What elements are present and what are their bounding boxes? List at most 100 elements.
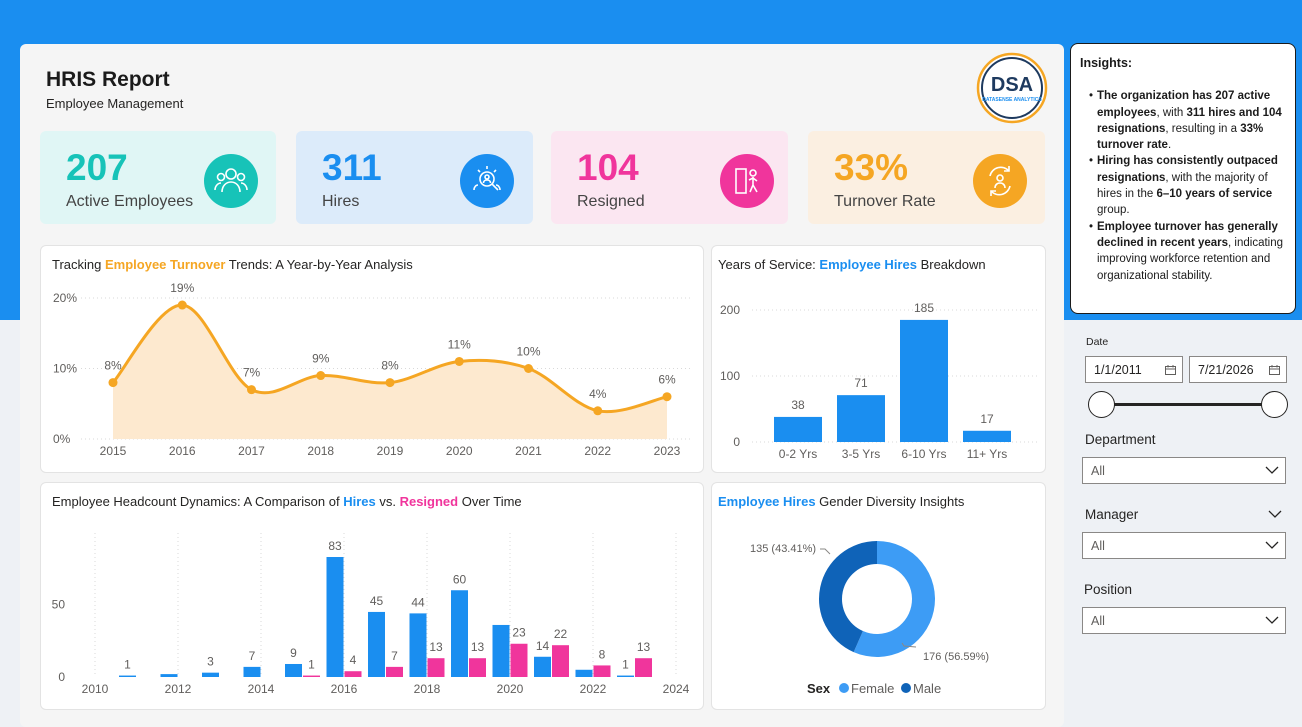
kpi-card-active-employees: 207 Active Employees: [40, 131, 276, 224]
turnover-data-label: 8%: [381, 359, 399, 373]
y-tick-label: 20%: [53, 291, 77, 305]
turnover-data-label: 10%: [516, 345, 540, 359]
x-tick-label: 2019: [377, 444, 404, 458]
hires-bar: [409, 613, 427, 677]
position-dropdown[interactable]: All: [1082, 607, 1286, 634]
calendar-icon[interactable]: [1165, 365, 1176, 375]
resigned-data-label: 4: [350, 653, 357, 667]
department-dropdown[interactable]: All: [1082, 457, 1286, 484]
date-start-input[interactable]: 1/1/2011: [1085, 356, 1183, 383]
exit-door-icon: [720, 154, 774, 208]
insight-item: The organization has 207 active employee…: [1089, 88, 1287, 153]
hires-bar: [285, 663, 302, 677]
legend-label-female: Female: [851, 681, 894, 696]
resigned-bar: [635, 658, 652, 677]
female-slice: [853, 541, 935, 657]
x-tick-label: 2022: [580, 682, 607, 696]
turnover-data-label: 8%: [104, 359, 122, 373]
resigned-bar: [386, 666, 403, 677]
resigned-bar: [427, 658, 445, 677]
kpi-card-hires: 311 Hires: [296, 131, 533, 224]
female-data-label: 176 (56.59%): [923, 651, 989, 663]
x-tick-label: 2016: [331, 682, 358, 696]
service-bar: [774, 416, 822, 442]
resigned-bar: [593, 665, 611, 677]
resigned-data-label: 1: [308, 658, 315, 672]
service-bar: [900, 319, 948, 442]
legend-marker-male: [901, 683, 911, 693]
date-filter-label: Date: [1086, 336, 1109, 348]
gender-donut-chart: 176 (56.59%) 135 (43.41%) Sex Female Male: [750, 541, 989, 696]
kpi-label: Turnover Rate: [834, 193, 936, 210]
manager-filter-label: Manager: [1085, 507, 1139, 522]
turnover-data-label: 6%: [658, 373, 676, 387]
date-range-end-handle[interactable]: [1261, 391, 1288, 418]
legend-title: Sex: [807, 681, 831, 696]
turnover-cycle-icon: [973, 154, 1027, 208]
kpi-label: Active Employees: [66, 193, 194, 210]
x-tick-label: 3-5 Yrs: [842, 447, 880, 461]
resigned-data-label: 13: [429, 640, 443, 654]
resigned-data-label: 8: [599, 647, 606, 661]
x-tick-label: 2018: [307, 444, 334, 458]
service-data-label: 71: [854, 376, 868, 390]
logo-text: DSA: [991, 74, 1033, 96]
x-tick-label: 2023: [654, 444, 681, 458]
team-icon: [204, 154, 258, 208]
hires-bar: [492, 624, 510, 677]
insight-item: Employee turnover has generally declined…: [1089, 219, 1287, 284]
kpi-value: 207: [66, 147, 128, 188]
hires-data-label: 14: [536, 639, 550, 653]
x-tick-label: 2010: [82, 682, 109, 696]
turnover-data-label: 4%: [589, 387, 607, 401]
calendar-icon[interactable]: [1269, 365, 1280, 375]
y-tick-label: 0: [58, 670, 65, 684]
hires-data-label: 9: [290, 646, 297, 660]
hires-data-label: 83: [328, 539, 342, 553]
years-of-service-title: Years of Service: Employee Hires Breakdo…: [718, 257, 986, 272]
y-tick-label: 0: [733, 435, 740, 449]
headcount-panel: Employee Headcount Dynamics: A Compariso…: [40, 482, 704, 710]
turnover-data-label: 19%: [170, 281, 194, 295]
x-tick-label: 2024: [663, 682, 690, 696]
hires-data-label: 45: [370, 594, 384, 608]
y-tick-label: 50: [52, 598, 66, 612]
kpi-label: Resigned: [577, 193, 645, 210]
resigned-bar: [344, 671, 362, 677]
turnover-point: [108, 378, 118, 388]
turnover-point: [593, 406, 603, 416]
date-range-start-handle[interactable]: [1088, 391, 1115, 418]
turnover-data-label: 9%: [312, 352, 330, 366]
headcount-title: Employee Headcount Dynamics: A Compariso…: [52, 494, 522, 509]
hires-bar: [326, 557, 344, 677]
x-tick-label: 2018: [414, 682, 441, 696]
male-data-label: 135 (43.41%): [750, 543, 816, 555]
x-tick-label: 2014: [248, 682, 275, 696]
resigned-bar: [469, 658, 486, 677]
chevron-down-icon: [1265, 541, 1279, 549]
date-range-slider-track[interactable]: [1101, 403, 1274, 406]
hires-data-label: 3: [207, 655, 214, 669]
resigned-data-label: 13: [637, 640, 651, 654]
resigned-bar: [510, 643, 528, 677]
resigned-data-label: 22: [554, 627, 568, 641]
hires-bar: [160, 674, 178, 677]
y-tick-label: 200: [720, 303, 740, 317]
date-end-input[interactable]: 7/21/2026: [1189, 356, 1287, 383]
x-tick-label: 2015: [100, 444, 127, 458]
turnover-point: [454, 356, 464, 366]
x-tick-label: 2021: [515, 444, 542, 458]
y-tick-label: 10%: [53, 362, 77, 376]
hires-bar: [368, 611, 385, 677]
manager-expand-chevron-icon[interactable]: [1268, 509, 1282, 519]
manager-dropdown[interactable]: All: [1082, 532, 1286, 559]
male-slice: [819, 541, 877, 653]
x-tick-label: 2016: [169, 444, 196, 458]
insights-box: Insights: The organization has 207 activ…: [1070, 43, 1296, 314]
turnover-trend-title: Tracking Employee Turnover Trends: A Yea…: [52, 257, 413, 272]
x-tick-label: 11+ Yrs: [967, 447, 1008, 461]
kpi-value: 104: [577, 147, 639, 188]
x-tick-label: 2017: [238, 444, 265, 458]
x-tick-label: 0-2 Yrs: [779, 447, 817, 461]
chevron-down-icon: [1265, 466, 1279, 474]
